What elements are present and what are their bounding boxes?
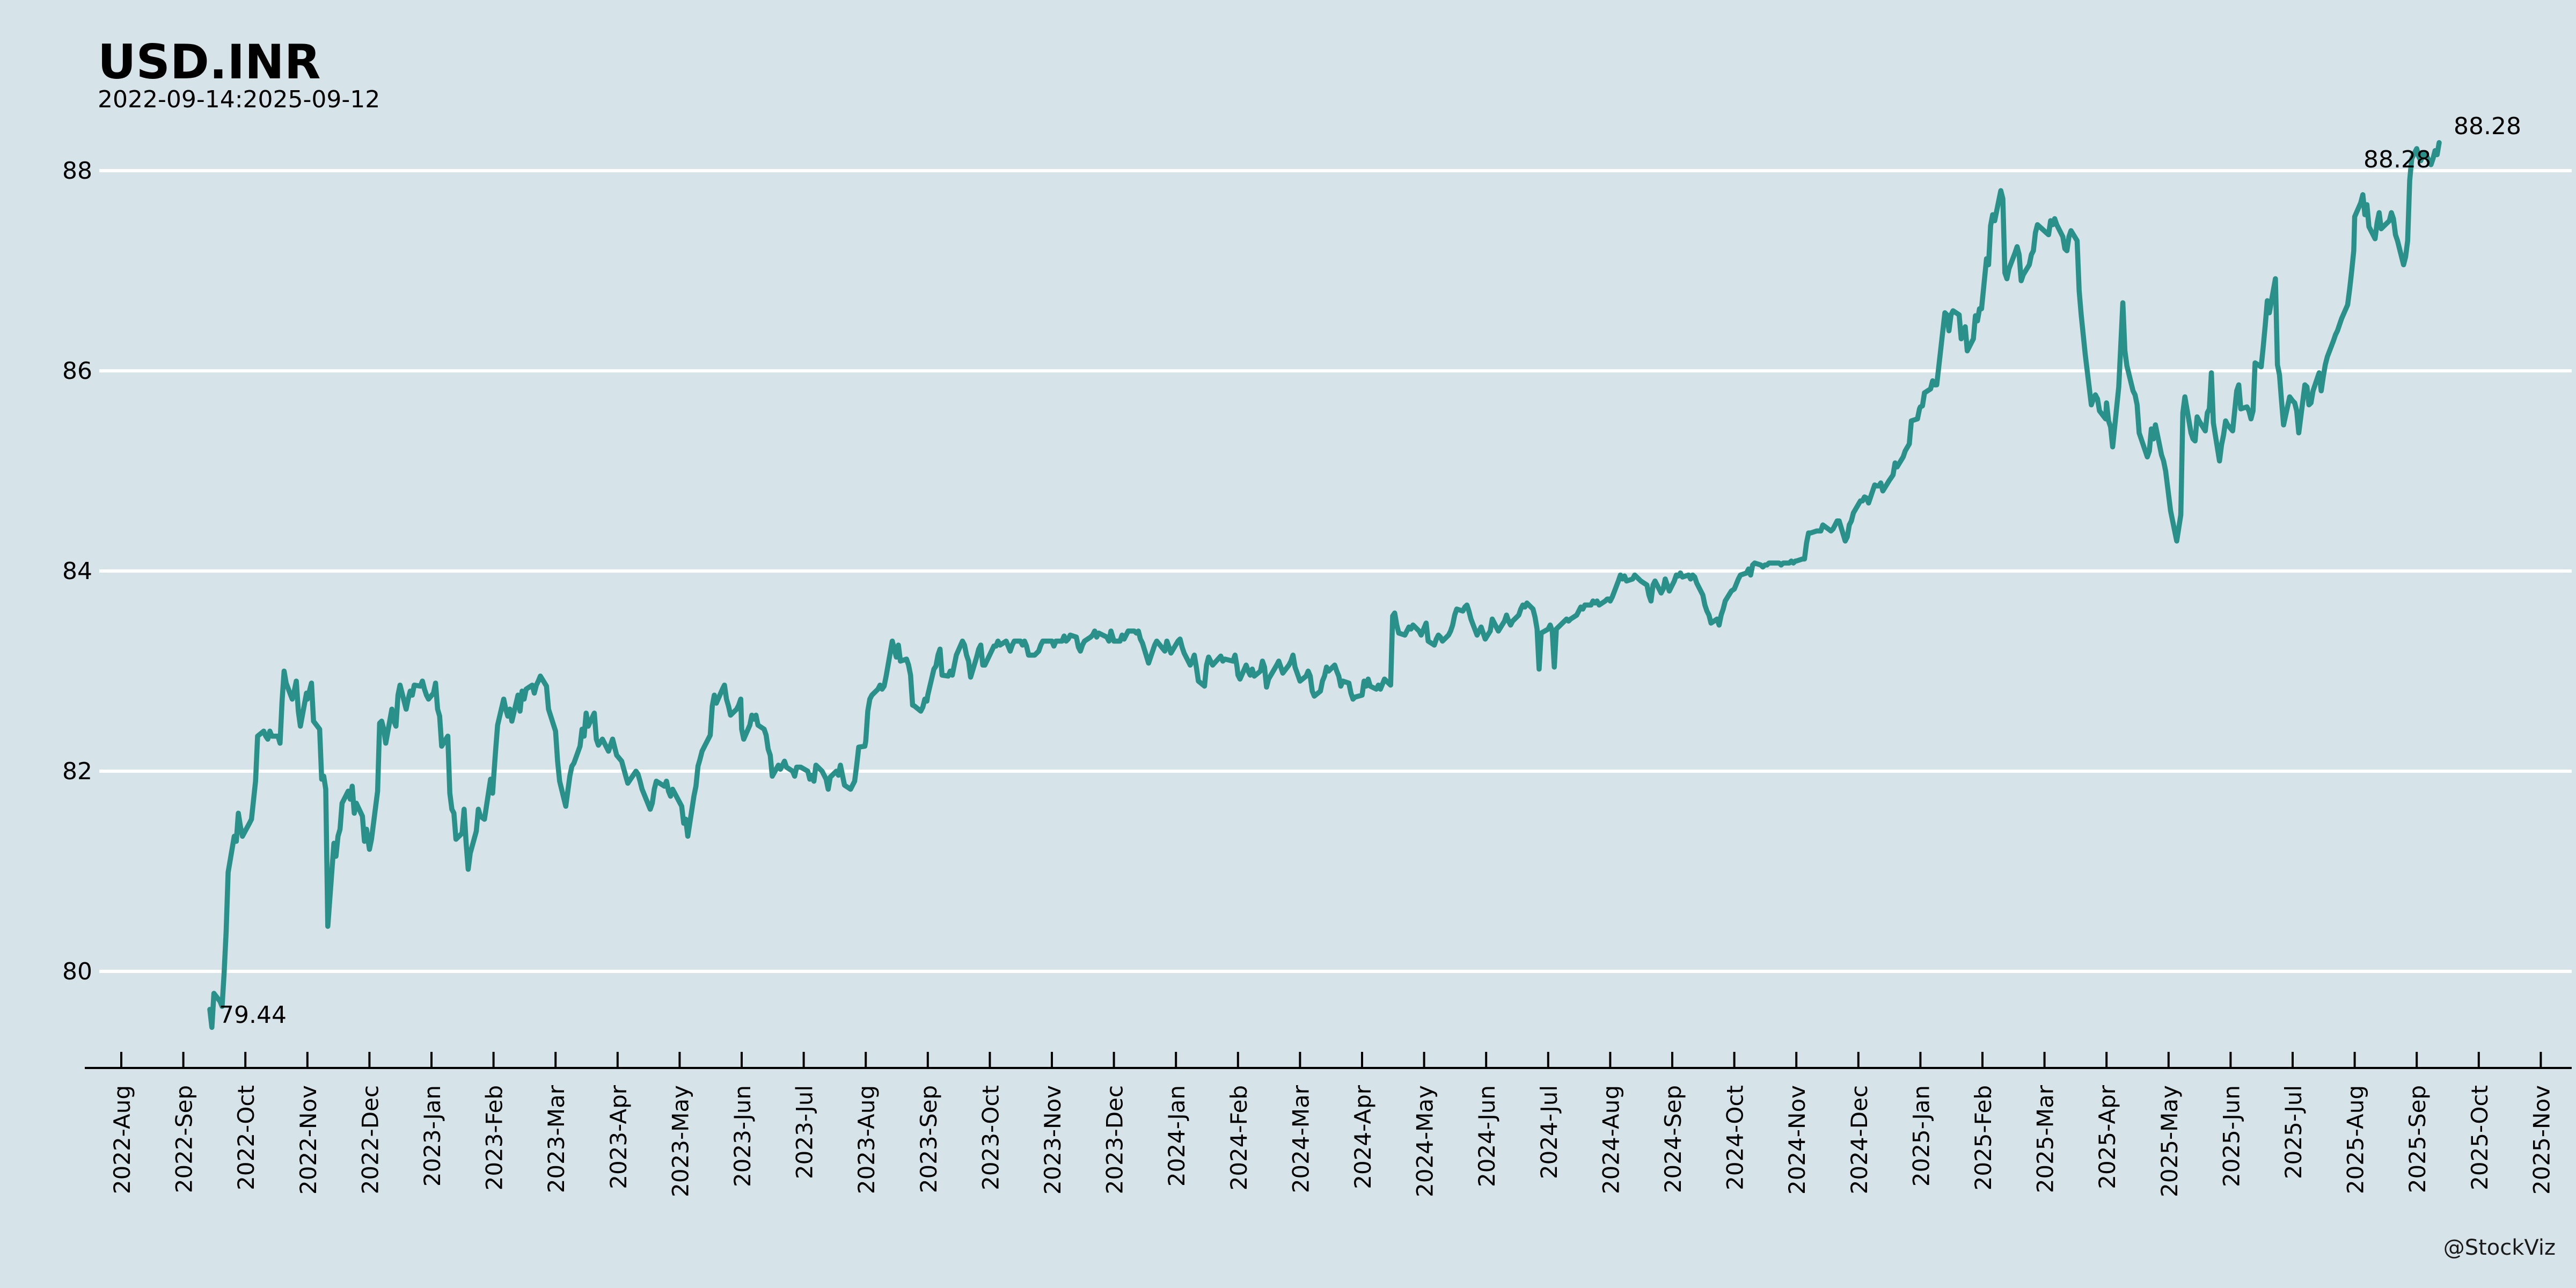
x-tick-label: 2025-Sep	[2404, 1085, 2431, 1193]
stockviz-watermark: @StockViz	[2443, 1235, 2556, 1260]
x-tick-label: 2025-Oct	[2467, 1085, 2493, 1190]
x-tick-label: 2025-Jul	[2280, 1085, 2307, 1179]
annotation-high-value: 88.28	[2363, 146, 2431, 173]
x-tick-label: 2024-Feb	[1226, 1085, 1252, 1190]
x-tick-label: 2024-Aug	[1598, 1085, 1624, 1194]
x-tick-label: 2024-Apr	[1350, 1085, 1376, 1189]
x-tick-label: 2024-Nov	[1784, 1085, 1810, 1195]
x-tick-label: 2023-Apr	[605, 1085, 632, 1189]
x-tick-label: 2024-Jul	[1536, 1085, 1562, 1179]
price-line	[207, 140, 2442, 1030]
x-tick-label: 2024-Jun	[1474, 1085, 1500, 1187]
x-tick-label: 2025-Jun	[2218, 1085, 2244, 1187]
y-tick-label-84: 84	[62, 558, 92, 585]
x-tick-label: 2023-Nov	[1040, 1085, 1066, 1195]
x-tick-label: 2022-Aug	[109, 1085, 135, 1194]
x-tick-label: 2023-Oct	[977, 1085, 1004, 1190]
x-tick-label: 2025-Jan	[1908, 1085, 1934, 1187]
x-tick-label: 2023-Feb	[481, 1085, 508, 1190]
y-tick-label-86: 86	[62, 357, 92, 385]
x-tick-label: 2023-May	[667, 1085, 693, 1197]
x-tick-label: 2022-Sep	[171, 1085, 197, 1193]
date-range-subtitle: 2022-09-14:2025-09-12	[98, 86, 380, 113]
x-axis-labels: 2022-Aug 2022-Sep 2022-Oct 2022-Nov 2022-Dec…	[109, 1085, 2555, 1197]
x-tick-label: 2023-Dec	[1102, 1085, 1128, 1194]
x-tick-label: 2023-Mar	[543, 1085, 569, 1193]
x-tick-label: 2024-Dec	[1846, 1085, 1872, 1194]
x-tick-label: 2023-Jan	[419, 1085, 445, 1187]
x-tick-label: 2025-Feb	[1970, 1085, 1996, 1190]
x-tick-label: 2024-Oct	[1722, 1085, 1748, 1190]
gridlines	[99, 169, 2572, 973]
x-tick-label: 2023-Jul	[792, 1085, 818, 1179]
page-title: USD.INR	[98, 34, 320, 90]
x-tick-label: 2023-Sep	[916, 1085, 942, 1193]
y-axis-labels: 80 82 84 86 88	[62, 157, 92, 985]
x-tick-label: 2023-Aug	[853, 1085, 880, 1194]
x-tick-label: 2025-Mar	[2032, 1085, 2059, 1193]
x-tick-label: 2022-Nov	[295, 1085, 321, 1195]
price-line-group	[207, 140, 2442, 1030]
x-tick-label: 2025-May	[2156, 1085, 2183, 1197]
x-tick-label: 2025-Nov	[2528, 1085, 2555, 1195]
y-tick-label-82: 82	[62, 758, 92, 785]
x-tick-label: 2025-Apr	[2094, 1085, 2120, 1189]
x-tick-label: 2022-Dec	[357, 1085, 383, 1194]
annotation-start-value: 79.44	[219, 1001, 287, 1029]
x-tick-label: 2022-Oct	[233, 1085, 259, 1190]
x-tick-label: 2024-Mar	[1287, 1085, 1314, 1193]
x-tick-label: 2025-Aug	[2343, 1085, 2369, 1194]
x-tick-label: 2024-Jan	[1163, 1085, 1190, 1187]
x-axis	[85, 1052, 2572, 1069]
y-tick-label-88: 88	[62, 157, 92, 185]
x-tick-label: 2024-Sep	[1660, 1085, 1686, 1193]
annotation-last-value: 88.28	[2454, 113, 2521, 140]
x-tick-label: 2023-Jun	[729, 1085, 756, 1187]
x-tick-label: 2024-May	[1412, 1085, 1438, 1197]
y-tick-label-80: 80	[62, 958, 92, 985]
